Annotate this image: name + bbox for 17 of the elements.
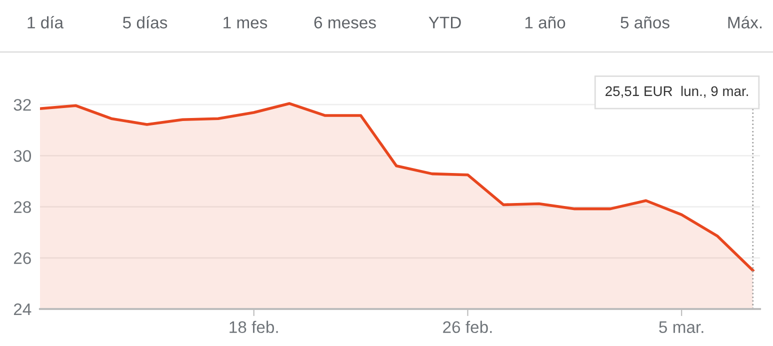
y-tick-label: 26 [14,252,31,264]
x-tick-label: 5 mar. [659,321,704,334]
annotation: 25,51 EUR lun., 9 mar. [606,86,748,98]
y-tick-label: 30 [14,150,32,162]
x-tick-label: 18 feb. [230,320,278,334]
text: 6 meses [314,16,376,28]
text: 1 día [28,16,64,28]
text: YTD [428,16,461,28]
y-tick-label: 24 [14,303,32,316]
text: 1 año [525,16,566,28]
y-tick-label: 32 [14,98,31,111]
y-tick-label: 28 [14,201,31,213]
text: 5 años [620,16,670,28]
text: Máx. [728,16,762,28]
x-tick-label: 26 feb. [443,320,492,334]
text: 5 días [122,16,168,28]
text: 1 mes [224,16,268,28]
